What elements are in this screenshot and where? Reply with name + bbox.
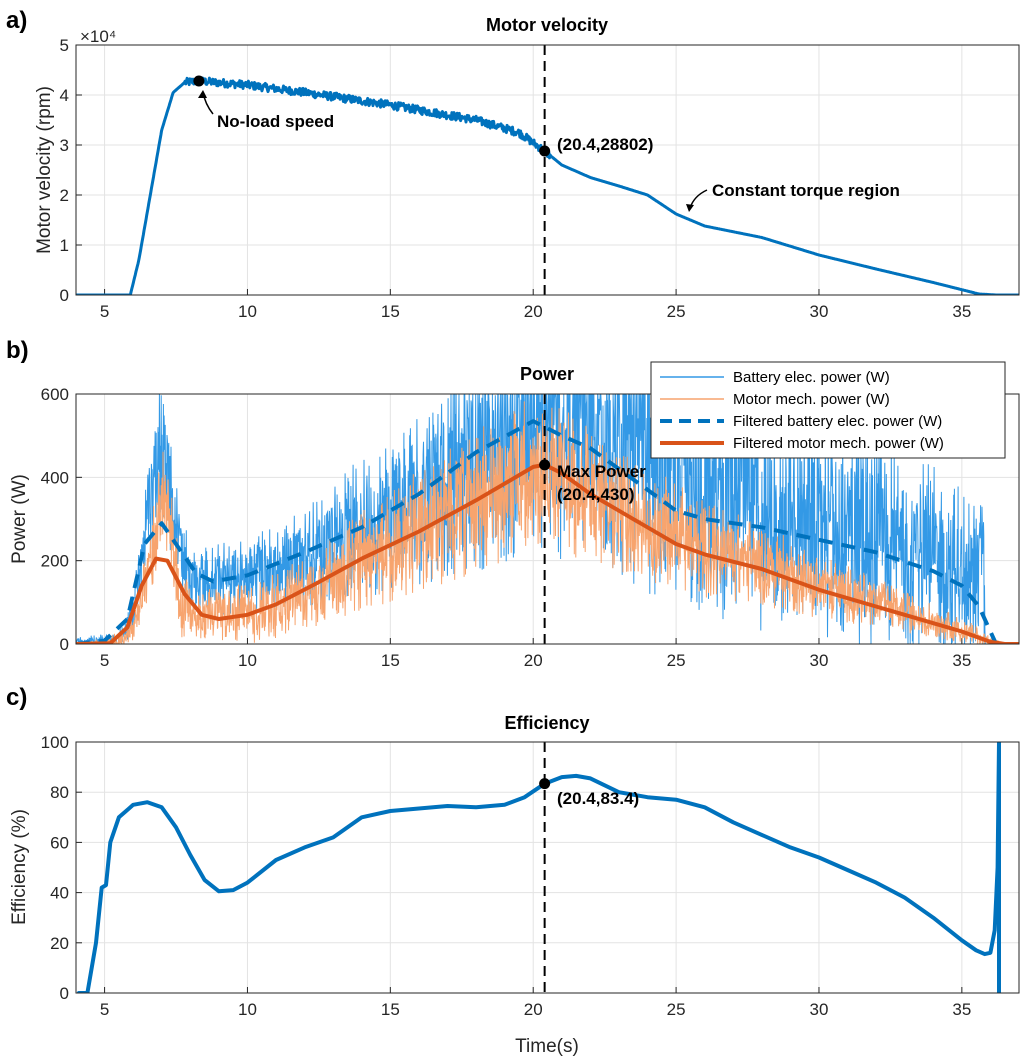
x-tick-label: 5 — [100, 651, 109, 670]
power-legend: Battery elec. power (W) Motor mech. powe… — [650, 361, 1006, 459]
x-tick-label: 20 — [524, 651, 543, 670]
x-tick-label: 30 — [810, 651, 829, 670]
x-tick-label: 20 — [524, 302, 543, 321]
y-tick-label: 3 — [60, 136, 69, 155]
max-power-point-label: (20.4,430) — [557, 485, 635, 504]
panel-label-a: a) — [6, 7, 27, 34]
y-tick-label: 0 — [60, 984, 69, 1003]
x-tick-label: 20 — [524, 1000, 543, 1019]
series-group — [76, 394, 1019, 644]
efficiency-ylabel: Efficiency (%) — [9, 809, 30, 925]
velocity-max-point-label: (20.4,28802) — [557, 135, 653, 154]
series-group — [76, 742, 1001, 993]
panel-efficiency: c) Efficiency Efficiency (%) Time(s) 5 10… — [6, 684, 1020, 1057]
power-annotations: Max Power (20.4,430) — [557, 462, 646, 504]
velocity-series — [76, 45, 1019, 295]
velocity-ylabel: Motor velocity (rpm) — [34, 86, 55, 254]
series-group — [76, 76, 1019, 295]
panel-power: b) Power Power (W) 5 10 15 20 25 30 35 0 200 400 6… — [6, 337, 1020, 670]
x-tick-label: 5 — [100, 1000, 109, 1019]
motor-velocity-rpm-10-line — [76, 76, 1019, 295]
y-tick-label: 0 — [60, 286, 69, 305]
y-tick-label: 600 — [41, 385, 69, 404]
filtered-battery-elec-power-w-line — [76, 419, 1019, 644]
x-tick-label: 5 — [100, 302, 109, 321]
velocity-axes-box — [75, 44, 1020, 296]
efficiency-line — [76, 742, 1001, 993]
legend-filtered-motor: Filtered motor mech. power (W) — [733, 435, 944, 452]
x-tick-label: 35 — [952, 302, 971, 321]
efficiency-series — [76, 742, 1001, 993]
velocity-title: Motor velocity — [486, 15, 608, 35]
y-tick-label: 40 — [50, 884, 69, 903]
y-tick-label: 80 — [50, 783, 69, 802]
velocity-annotations: No-load speed (20.4,28802) Constant torq… — [198, 90, 900, 212]
x-tick-label: 30 — [810, 302, 829, 321]
y-tick-label: 4 — [60, 86, 69, 105]
y-tick-label: 1 — [60, 236, 69, 255]
efficiency-axes-box — [75, 741, 1020, 994]
y-tick-label: 0 — [60, 635, 69, 654]
no-load-speed-label: No-load speed — [217, 112, 334, 131]
x-tick-label: 25 — [667, 1000, 686, 1019]
x-tick-label: 25 — [667, 302, 686, 321]
legend-battery: Battery elec. power (W) — [733, 369, 890, 386]
y-tick-label: 400 — [41, 468, 69, 487]
data-point-marker — [539, 778, 551, 790]
legend-filtered-battery: Filtered battery elec. power (W) — [733, 413, 942, 430]
power-series — [76, 394, 1019, 644]
panel-label-b: b) — [6, 337, 29, 364]
data-point-marker — [539, 459, 551, 471]
data-point-marker — [193, 75, 205, 87]
max-power-label: Max Power — [557, 462, 646, 481]
x-tick-label: 10 — [238, 651, 257, 670]
y-tick-label: 60 — [50, 833, 69, 852]
efficiency-point-label: (20.4,83.4) — [557, 789, 639, 808]
constant-torque-label: Constant torque region — [712, 181, 900, 200]
x-tick-label: 25 — [667, 651, 686, 670]
velocity-ticks: 5 10 15 20 25 30 35 0 1 2 3 4 5 — [60, 36, 972, 321]
x-tick-label: 15 — [381, 651, 400, 670]
panel-label-c: c) — [6, 684, 27, 711]
efficiency-ticks: 5 10 15 20 25 30 35 0 20 40 60 80 100 — [41, 733, 972, 1019]
velocity-exponent-label: ×10⁴ — [80, 27, 116, 46]
constant-torque-arrowhead — [686, 204, 694, 212]
y-tick-label: 100 — [41, 733, 69, 752]
x-tick-label: 15 — [381, 1000, 400, 1019]
y-tick-label: 200 — [41, 552, 69, 571]
no-load-arrowhead — [198, 90, 207, 98]
x-tick-label: 10 — [238, 302, 257, 321]
power-title: Power — [520, 364, 574, 384]
y-tick-label: 2 — [60, 186, 69, 205]
time-xlabel: Time(s) — [515, 1036, 579, 1057]
x-tick-label: 35 — [952, 1000, 971, 1019]
y-tick-label: 20 — [50, 934, 69, 953]
x-tick-label: 35 — [952, 651, 971, 670]
efficiency-annotations: (20.4,83.4) — [557, 789, 639, 808]
legend-motor: Motor mech. power (W) — [733, 391, 890, 408]
x-tick-label: 10 — [238, 1000, 257, 1019]
efficiency-title: Efficiency — [504, 713, 589, 733]
power-ylabel: Power (W) — [9, 474, 30, 564]
panel-velocity: a) Motor velocity ×10⁴ Motor velocity (r… — [6, 7, 1020, 321]
power-ticks: 5 10 15 20 25 30 35 0 200 400 600 — [41, 385, 972, 670]
x-tick-label: 15 — [381, 302, 400, 321]
filtered-motor-mech-power-w-line — [76, 462, 1019, 644]
power-axes-box — [75, 393, 1020, 645]
x-tick-label: 30 — [810, 1000, 829, 1019]
data-point-marker — [539, 145, 551, 157]
y-tick-label: 5 — [60, 36, 69, 55]
